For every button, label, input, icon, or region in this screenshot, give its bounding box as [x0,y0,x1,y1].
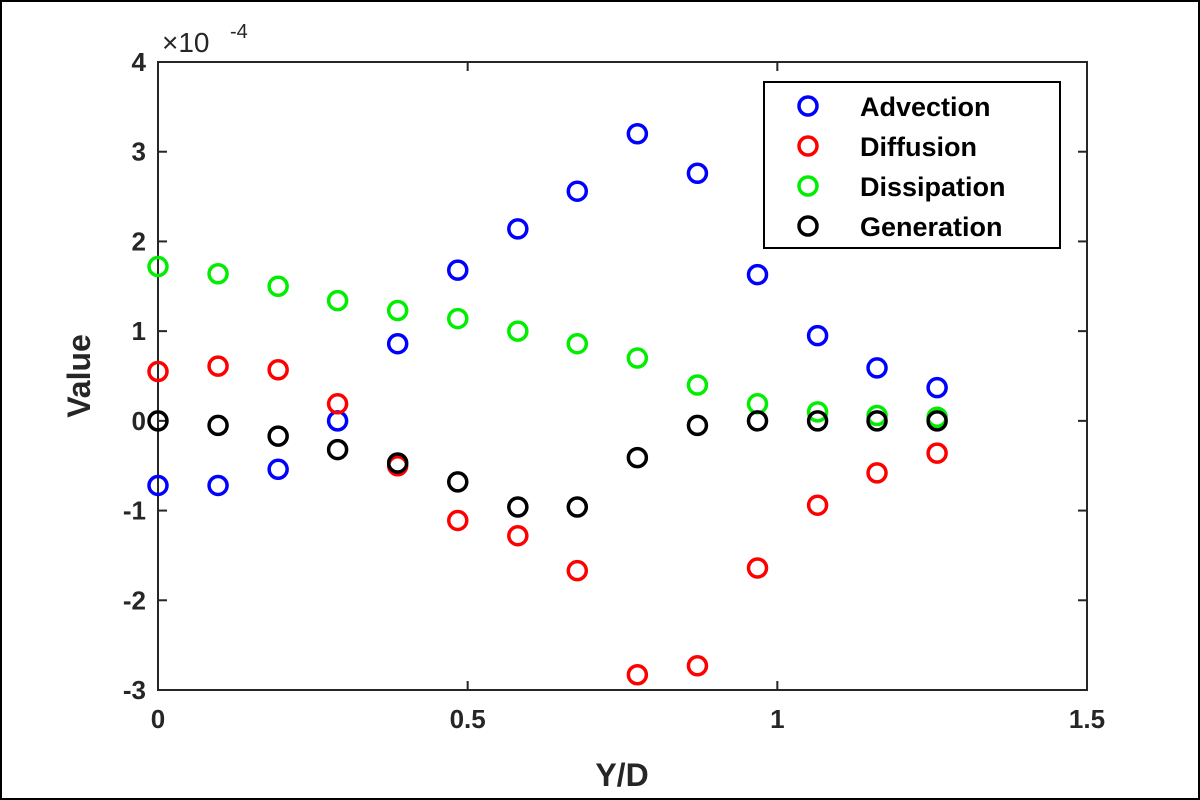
point-generation [386,452,409,474]
point-advection [866,357,888,379]
point-diffusion [806,494,829,516]
point-advection [447,259,469,281]
point-advection [686,162,709,184]
point-diffusion [746,557,769,579]
point-generation [507,496,529,518]
point-diffusion [147,360,169,383]
point-dissipation [806,401,829,423]
y-exponent-base: ×10 [162,27,210,58]
x-tick-label: 0 [151,704,165,734]
point-generation [806,410,829,432]
point-diffusion [267,358,289,381]
point-advection [746,263,769,286]
x-tick-label: 1 [770,704,784,734]
x-axis-label: Y/D [595,757,648,793]
legend-marker-advection [797,95,819,117]
point-advection [267,458,289,481]
point-generation [746,410,769,432]
point-diffusion [926,442,948,464]
legend-marker-generation [797,215,819,237]
point-generation [866,410,888,432]
point-advection [566,180,589,202]
x-tick-label: 1.5 [1069,704,1105,734]
y-tick-label: 4 [132,47,147,77]
point-dissipation [326,289,349,312]
legend-label-diffusion: Diffusion [860,132,977,162]
y-tick-label: -3 [123,675,146,705]
point-advection [207,474,229,497]
y-tick-label: -2 [123,585,146,615]
legend-marker-diffusion [797,135,819,157]
point-diffusion [566,559,589,582]
y-tick-label: -1 [123,496,146,526]
y-tick-label: 0 [132,406,146,436]
point-advection [386,332,409,355]
axis-ticks [157,61,1088,691]
x-tick-label: 0.5 [450,704,486,734]
point-advection [147,474,169,497]
y-axis-label: Value [61,334,97,418]
legend-marker-dissipation [797,175,819,197]
point-advection [507,218,529,240]
point-diffusion [447,509,469,532]
point-advection [806,324,829,347]
legend-label-advection: Advection [860,92,991,122]
point-diffusion [507,524,529,547]
point-dissipation [207,262,229,285]
point-diffusion [686,655,709,677]
point-dissipation [566,332,589,355]
tick-labels: 0 0.5 1 1.5 -3 -2 -1 0 1 2 3 4 [123,47,1105,734]
point-generation [926,410,948,432]
legend-label-dissipation: Dissipation [860,172,1006,202]
point-dissipation [626,347,649,369]
point-dissipation [147,255,169,278]
point-generation [207,414,229,437]
point-advection [926,376,948,399]
point-generation [686,414,709,437]
y-exponent-power: -4 [230,21,248,43]
point-diffusion [207,355,229,377]
point-generation [447,471,469,493]
y-tick-label: 1 [132,316,146,346]
y-tick-label: 3 [132,137,146,167]
point-diffusion [626,663,649,686]
point-generation [566,496,589,518]
legend: Advection Diffusion Dissipation Generation [763,81,1061,249]
point-generation [147,410,169,432]
point-generation [626,446,649,469]
point-dissipation [686,374,709,396]
y-tick-label: 2 [132,226,146,256]
point-diffusion [326,393,349,415]
point-dissipation [267,275,289,298]
point-generation [267,425,289,447]
point-advection [626,123,649,145]
point-dissipation [447,307,469,330]
point-diffusion [866,462,888,484]
point-generation [326,438,349,461]
data-points [147,123,948,686]
point-dissipation [507,320,529,342]
point-dissipation [386,299,409,322]
legend-label-generation: Generation [860,212,1003,242]
